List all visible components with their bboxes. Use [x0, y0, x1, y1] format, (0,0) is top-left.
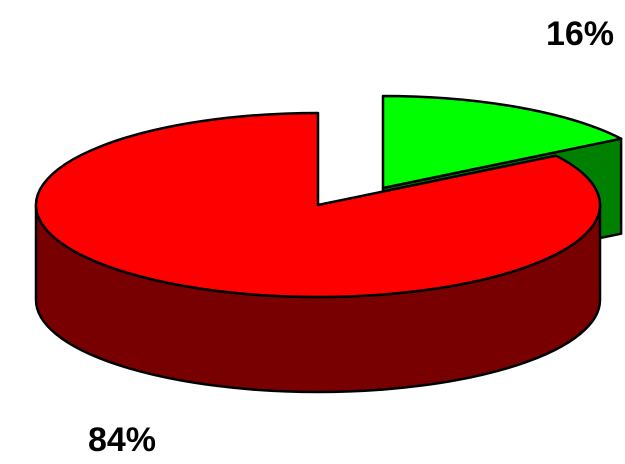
slice-label: 16%	[546, 15, 614, 53]
slice	[34, 111, 602, 299]
slice	[381, 94, 623, 190]
slice-label: 84%	[88, 421, 156, 459]
